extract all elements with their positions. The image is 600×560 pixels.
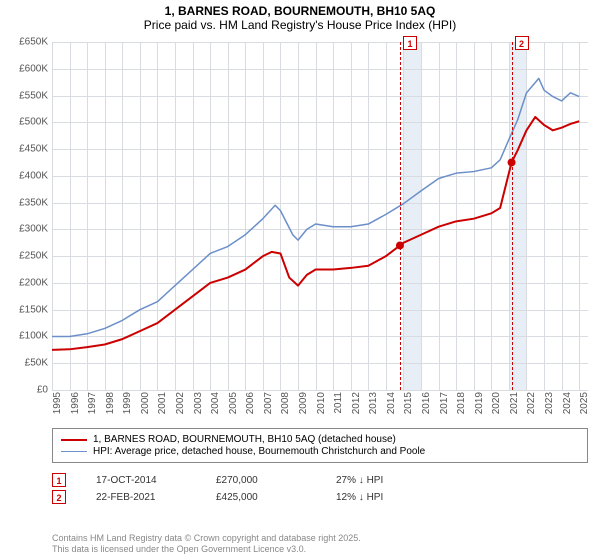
- annotation-row: 1 17-OCT-2014 £270,000 27% ↓ HPI: [52, 473, 588, 487]
- y-tick-label: £500K: [19, 117, 48, 128]
- chart-container: 1, BARNES ROAD, BOURNEMOUTH, BH10 5AQ Pr…: [0, 0, 600, 560]
- copyright-line2: This data is licensed under the Open Gov…: [52, 544, 361, 556]
- x-tick-label: 2019: [474, 392, 485, 414]
- x-tick-label: 2023: [544, 392, 555, 414]
- x-tick-label: 2000: [140, 392, 151, 414]
- y-tick-label: £150K: [19, 304, 48, 315]
- y-tick-label: £0: [37, 385, 48, 396]
- y-tick-label: £250K: [19, 251, 48, 262]
- annotation-marker: 2: [52, 490, 66, 504]
- x-tick-label: 2006: [245, 392, 256, 414]
- x-tick-label: 2017: [439, 392, 450, 414]
- annotation-row: 2 22-FEB-2021 £425,000 12% ↓ HPI: [52, 490, 588, 504]
- y-tick-label: £100K: [19, 331, 48, 342]
- annotation-price: £270,000: [216, 475, 306, 486]
- y-tick-label: £400K: [19, 170, 48, 181]
- event-marker: 2: [515, 36, 529, 50]
- x-tick-label: 2011: [333, 392, 344, 414]
- legend-row: HPI: Average price, detached house, Bour…: [61, 446, 579, 457]
- x-tick-label: 2024: [562, 392, 573, 414]
- y-tick-label: £450K: [19, 144, 48, 155]
- x-tick-label: 2018: [456, 392, 467, 414]
- x-tick-label: 2003: [193, 392, 204, 414]
- x-tick-label: 2007: [263, 392, 274, 414]
- x-tick-label: 2016: [421, 392, 432, 414]
- annotation-delta: 27% ↓ HPI: [336, 475, 426, 486]
- title-line2: Price paid vs. HM Land Registry's House …: [0, 18, 600, 32]
- x-tick-label: 2012: [351, 392, 362, 414]
- legend-box: 1, BARNES ROAD, BOURNEMOUTH, BH10 5AQ (d…: [52, 428, 588, 463]
- annotation-delta: 12% ↓ HPI: [336, 492, 426, 503]
- y-tick-label: £650K: [19, 37, 48, 48]
- x-tick-label: 1996: [70, 392, 81, 414]
- x-tick-label: 2025: [579, 392, 590, 414]
- annotation-date: 22-FEB-2021: [96, 492, 186, 503]
- x-tick-label: 2020: [491, 392, 502, 414]
- copyright-line1: Contains HM Land Registry data © Crown c…: [52, 533, 361, 545]
- x-tick-label: 2008: [280, 392, 291, 414]
- x-tick-label: 2002: [175, 392, 186, 414]
- annotation-date: 17-OCT-2014: [96, 475, 186, 486]
- chart-lines: [52, 42, 588, 390]
- legend-row: 1, BARNES ROAD, BOURNEMOUTH, BH10 5AQ (d…: [61, 434, 579, 445]
- copyright: Contains HM Land Registry data © Crown c…: [52, 533, 361, 556]
- y-tick-label: £300K: [19, 224, 48, 235]
- x-tick-label: 1998: [105, 392, 116, 414]
- x-tick-label: 2022: [526, 392, 537, 414]
- x-tick-label: 2005: [228, 392, 239, 414]
- title-block: 1, BARNES ROAD, BOURNEMOUTH, BH10 5AQ Pr…: [0, 0, 600, 34]
- y-tick-label: £600K: [19, 63, 48, 74]
- y-tick-label: £350K: [19, 197, 48, 208]
- x-tick-label: 2004: [210, 392, 221, 414]
- x-tick-label: 2010: [316, 392, 327, 414]
- x-tick-label: 1999: [122, 392, 133, 414]
- event-line: [400, 42, 401, 390]
- y-tick-label: £550K: [19, 90, 48, 101]
- legend-swatch: [61, 451, 87, 452]
- annotations: 1 17-OCT-2014 £270,000 27% ↓ HPI 2 22-FEB-202…: [52, 470, 588, 507]
- x-tick-label: 2014: [386, 392, 397, 414]
- chart-plot-area: 12 £0£50K£100K£150K£200K£250K£300K£350K£…: [52, 42, 588, 390]
- x-tick-label: 1995: [52, 392, 63, 414]
- y-tick-label: £50K: [25, 358, 48, 369]
- x-tick-label: 2013: [368, 392, 379, 414]
- event-line: [512, 42, 513, 390]
- grid-line-h: [52, 390, 588, 391]
- x-tick-label: 2015: [403, 392, 414, 414]
- annotation-marker: 1: [52, 473, 66, 487]
- x-tick-label: 2009: [298, 392, 309, 414]
- legend-label: 1, BARNES ROAD, BOURNEMOUTH, BH10 5AQ (d…: [93, 434, 396, 445]
- x-tick-label: 2001: [157, 392, 168, 414]
- legend-label: HPI: Average price, detached house, Bour…: [93, 446, 425, 457]
- legend-swatch: [61, 439, 87, 441]
- x-tick-label: 2021: [509, 392, 520, 414]
- annotation-price: £425,000: [216, 492, 306, 503]
- title-line1: 1, BARNES ROAD, BOURNEMOUTH, BH10 5AQ: [0, 4, 600, 18]
- y-tick-label: £200K: [19, 277, 48, 288]
- x-tick-label: 1997: [87, 392, 98, 414]
- event-marker: 1: [403, 36, 417, 50]
